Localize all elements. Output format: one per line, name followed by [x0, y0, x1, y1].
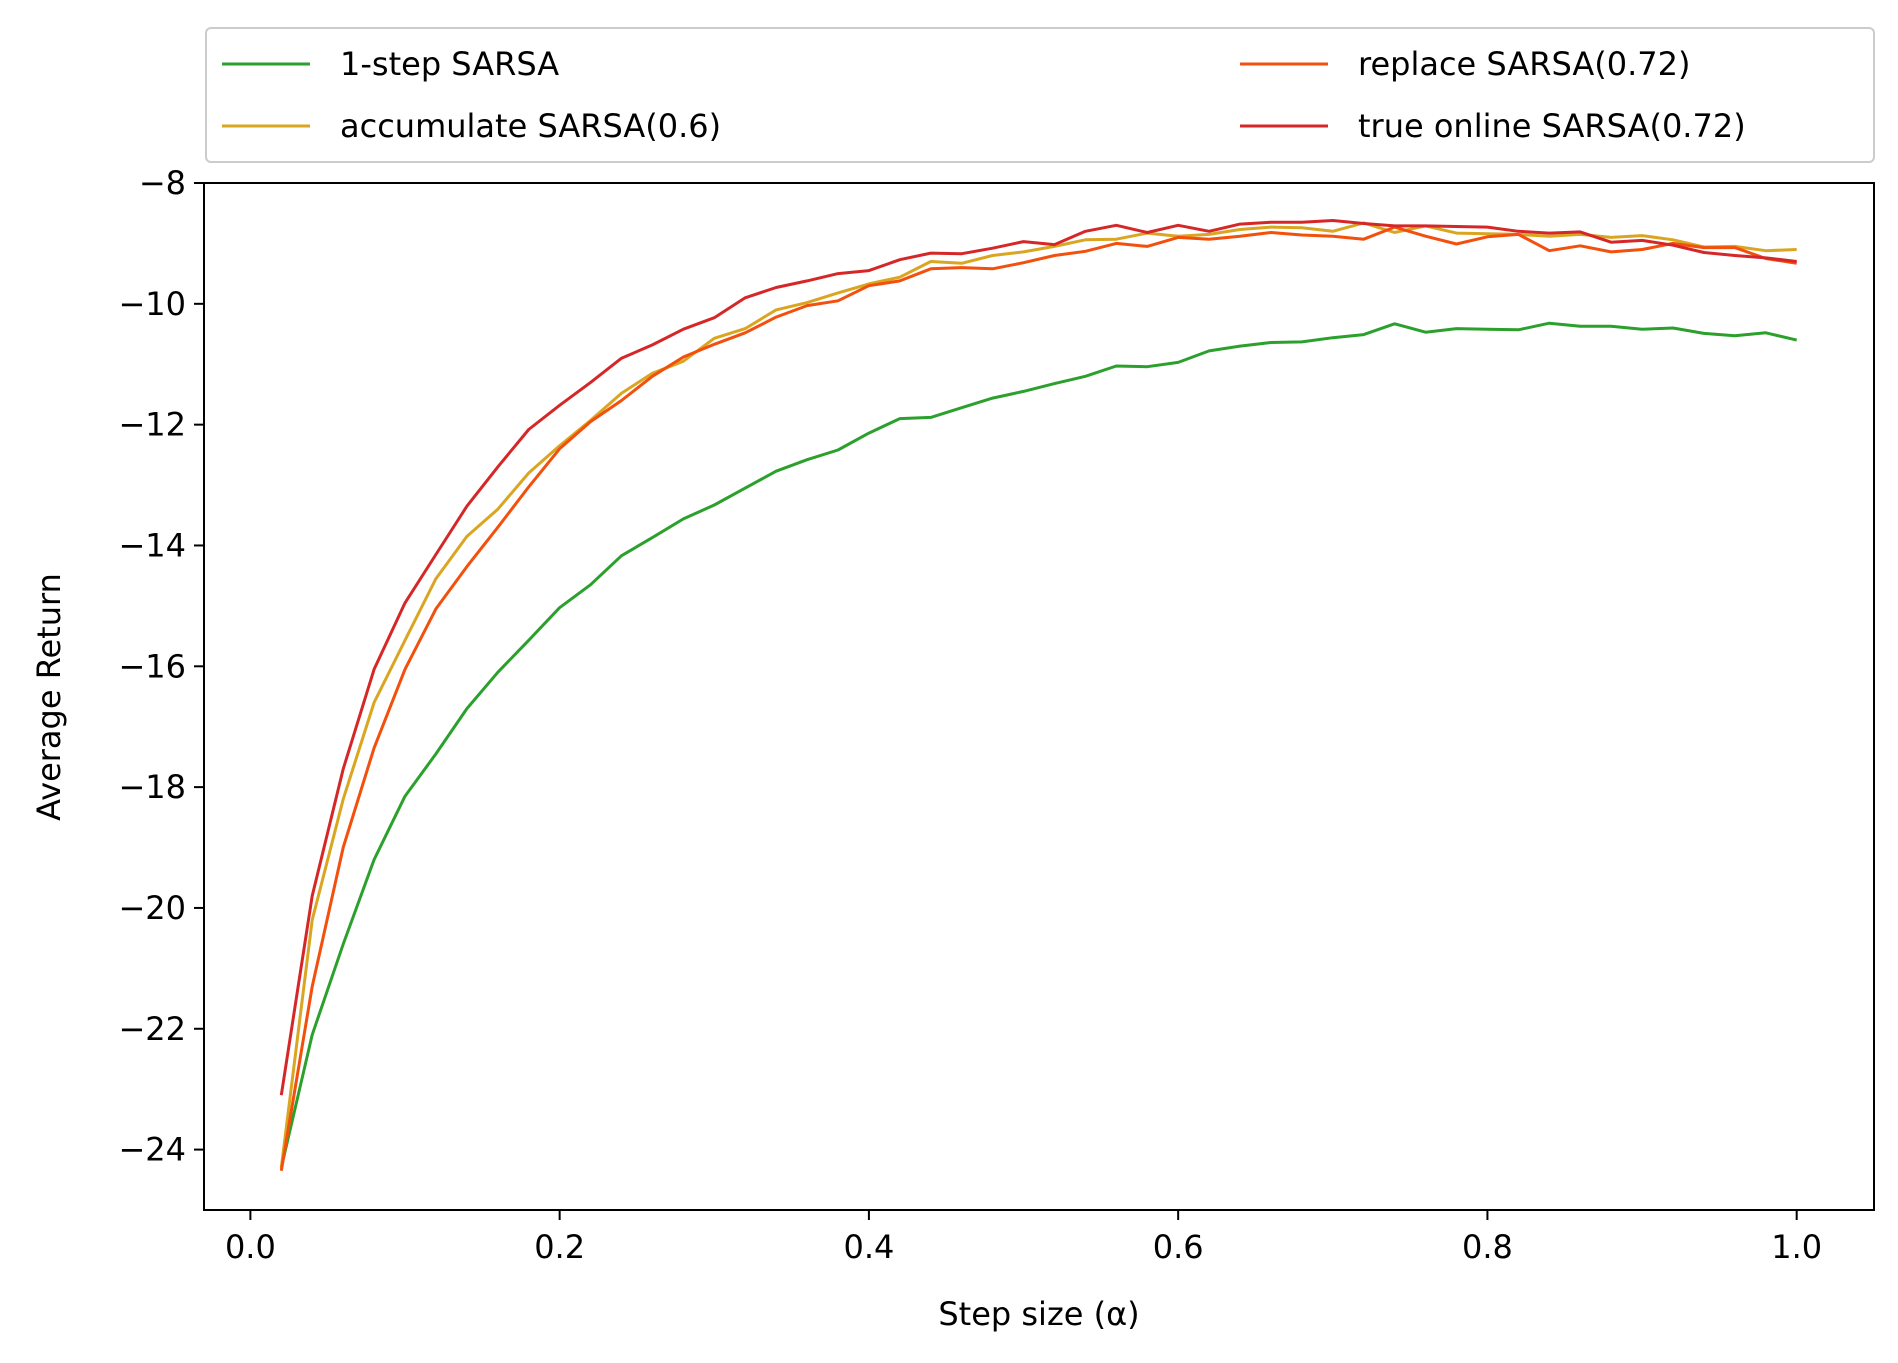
x-tick-label: 0.0	[225, 1228, 276, 1266]
series-line-true-online-sarsa-0-72	[279, 219, 1797, 1096]
x-tick-label: 0.8	[1462, 1228, 1513, 1266]
y-axis-label: Average Return	[30, 573, 68, 821]
legend: 1-step SARSA accumulate SARSA(0.6) replace…	[205, 27, 1875, 163]
series-line-replace-sarsa-0-72	[279, 225, 1797, 1171]
y-tick-label: −20	[118, 889, 186, 927]
y-tick-label: −24	[118, 1131, 186, 1169]
y-tick-label: −16	[118, 647, 186, 685]
x-axis-label: Step size (α)	[938, 1295, 1139, 1333]
y-tick-label: −8	[139, 164, 186, 202]
x-tick-label: 0.6	[1153, 1228, 1204, 1266]
y-tick-label: −22	[118, 1010, 186, 1048]
series-layer	[279, 219, 1798, 1171]
series-line-1-step-sarsa	[279, 321, 1798, 1169]
legend-label: 1-step SARSA	[340, 45, 559, 83]
x-tick-label: 0.2	[534, 1228, 585, 1266]
legend-label: accumulate SARSA(0.6)	[340, 107, 721, 145]
legend-label: true online SARSA(0.72)	[1358, 107, 1746, 145]
legend-label: replace SARSA(0.72)	[1358, 45, 1690, 83]
series-line-accumulate-sarsa-0-6	[279, 221, 1797, 1168]
y-tick-label: −14	[118, 526, 186, 564]
x-tick-label: 1.0	[1771, 1228, 1822, 1266]
y-tick-label: −12	[118, 406, 186, 444]
y-tick-label: −18	[118, 768, 186, 806]
legend-entries: 1-step SARSA accumulate SARSA(0.6) replace…	[222, 45, 1746, 145]
plot-area	[203, 182, 1875, 1211]
x-ticks: 0.0 0.2 0.4 0.6 0.8 1.0	[225, 1210, 1822, 1266]
legend-box	[205, 27, 1875, 163]
y-tick-label: −10	[118, 285, 186, 323]
y-ticks: −24 −22 −20 −18 −16 −14 −12 −10 −8	[118, 164, 204, 1169]
x-tick-label: 0.4	[843, 1228, 894, 1266]
